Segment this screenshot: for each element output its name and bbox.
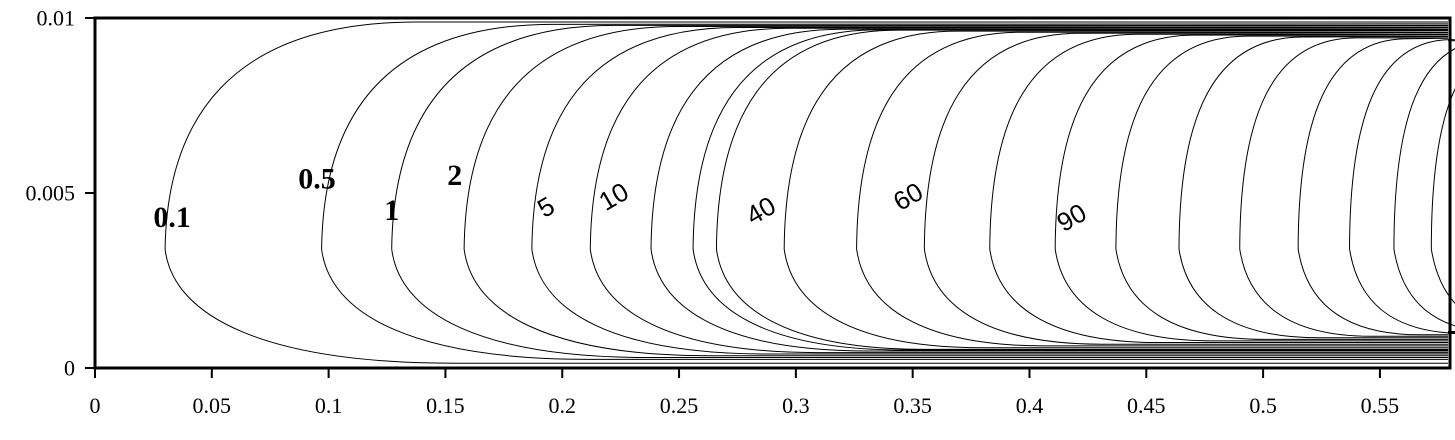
contour-line [391, 24, 1448, 359]
contour-line [1178, 36, 1449, 339]
contour-label: 1 [384, 194, 399, 227]
contour-line [1349, 39, 1455, 335]
contour-line [989, 33, 1448, 344]
contour-label: 0.1 [153, 201, 191, 234]
x-tick-label: 0.15 [426, 393, 465, 418]
x-tick-label: 0.5 [1249, 393, 1277, 418]
contour-line [1393, 39, 1455, 333]
x-axis: 0 0.05 0.1 0.15 0.2 0.25 0.3 0.35 0.4 0.45 0.5 0.55 [90, 368, 1400, 418]
x-tick-label: 0.2 [548, 393, 576, 418]
contour-line [1054, 34, 1449, 342]
contour-line [321, 23, 1449, 360]
contour-line [463, 25, 1449, 357]
contour-line [1430, 40, 1455, 332]
contour-line [531, 26, 1448, 355]
x-tick-label: 0.55 [1361, 393, 1400, 418]
contour-line [715, 29, 1448, 350]
contour-line [783, 30, 1449, 349]
contour-lines [164, 21, 1455, 364]
x-tick-label: 0.25 [660, 393, 699, 418]
contour-label: 40 [741, 190, 781, 230]
contour-label: 2 [447, 159, 462, 192]
x-tick-label: 0.35 [893, 393, 932, 418]
contour-line [164, 21, 1448, 364]
x-tick-label: 0.3 [782, 393, 810, 418]
contour-label: 10 [594, 176, 634, 216]
x-tick-label: 0 [90, 393, 101, 418]
x-tick-label: 0.1 [315, 393, 343, 418]
contour-line [589, 27, 1449, 354]
x-tick-label: 0.05 [193, 393, 232, 418]
y-tick-label: 0.01 [37, 6, 76, 31]
contour-label: 0.5 [298, 163, 336, 196]
x-tick-label: 0.4 [1016, 393, 1044, 418]
contour-line [856, 31, 1448, 347]
y-tick-label: 0 [64, 356, 75, 381]
contour-line [692, 28, 1449, 351]
contour-line [1297, 37, 1449, 336]
y-axis: 0 0.005 0.01 [26, 6, 95, 381]
contour-line [923, 32, 1449, 345]
contour-line [1115, 35, 1448, 340]
x-tick-label: 0.45 [1127, 393, 1166, 418]
contour-line [650, 28, 1448, 352]
contour-label: 5 [532, 190, 560, 223]
contour-line [1239, 37, 1448, 337]
contour-label: 60 [888, 176, 928, 216]
y-tick-label: 0.005 [26, 181, 76, 206]
